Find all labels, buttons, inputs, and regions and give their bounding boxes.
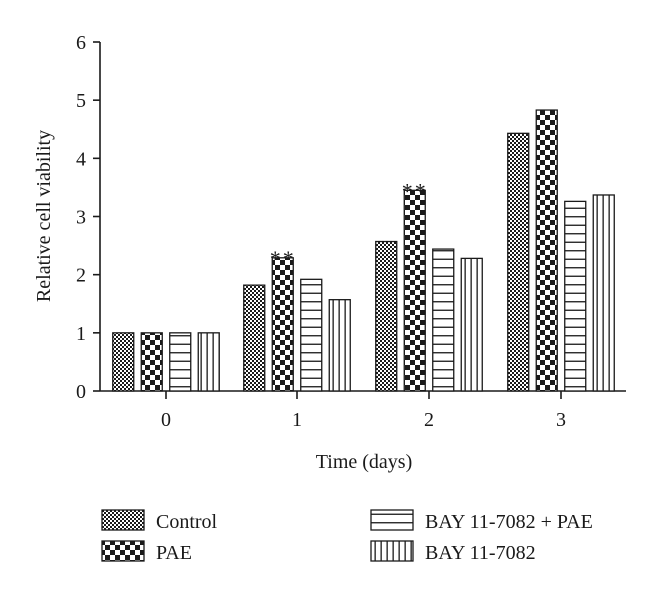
legend-item: BAY 11-7082 (370, 540, 536, 564)
legend-swatch (370, 540, 414, 562)
x-axis: 0 1 2 3 (100, 390, 626, 431)
x-axis-label: Time (days) (316, 451, 412, 473)
significance-annotation: ** (402, 178, 428, 203)
legend-label: BAY 11-7082 (425, 542, 536, 564)
legend-item: PAE (101, 540, 192, 564)
legend-swatch (370, 509, 414, 531)
bar (375, 240, 398, 392)
bar (112, 332, 135, 392)
bars (112, 109, 615, 392)
x-tick-label: 1 (292, 409, 302, 431)
y-tick-label: 4 (76, 148, 86, 170)
bar (460, 257, 483, 392)
bar (592, 194, 615, 392)
y-tick-label: 6 (76, 32, 86, 54)
bar (507, 132, 530, 392)
x-tick-label: 3 (556, 409, 566, 431)
significance-annotation: ** (270, 246, 296, 271)
y-tick-label: 1 (76, 323, 86, 345)
legend-label: BAY 11-7082 + PAE (425, 511, 593, 533)
legend-label: Control (156, 511, 218, 533)
x-tick-label: 2 (424, 409, 434, 431)
legend-swatch (101, 509, 145, 531)
y-tick-label: 2 (76, 265, 86, 287)
y-axis-label: Relative cell viability (33, 130, 55, 302)
y-tick-label: 5 (76, 90, 86, 112)
y-axis: 0 1 2 3 4 5 6 (76, 32, 101, 403)
bar (403, 189, 426, 392)
bar (169, 332, 192, 392)
bar (328, 299, 351, 392)
bar (432, 248, 455, 392)
bar (271, 257, 294, 392)
bar (243, 284, 266, 392)
annotations: ** ** (270, 178, 428, 271)
bar (300, 278, 323, 392)
bar (197, 332, 220, 392)
legend-swatch (101, 540, 145, 562)
bar (564, 200, 587, 392)
y-tick-label: 0 (76, 381, 86, 403)
legend-item: BAY 11-7082 + PAE (370, 509, 593, 533)
x-tick-label: 0 (161, 409, 171, 431)
legend: Control PAE BAY 11-7082 + PAE BAY 11-7082 (101, 509, 593, 564)
bar (535, 109, 558, 392)
legend-label: PAE (156, 542, 192, 564)
legend-item: Control (101, 509, 218, 533)
bar (140, 332, 163, 392)
y-tick-label: 3 (76, 207, 86, 229)
